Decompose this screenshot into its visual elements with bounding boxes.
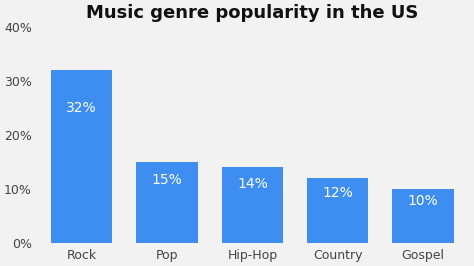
- Text: 15%: 15%: [152, 173, 182, 187]
- Text: 12%: 12%: [322, 186, 353, 200]
- Bar: [307, 178, 368, 243]
- Bar: [137, 162, 198, 243]
- Bar: [392, 189, 454, 243]
- Title: Music genre popularity in the US: Music genre popularity in the US: [86, 4, 419, 22]
- Text: 10%: 10%: [408, 194, 438, 208]
- Bar: [222, 167, 283, 243]
- Bar: [51, 70, 112, 243]
- Text: 14%: 14%: [237, 177, 268, 191]
- Text: 32%: 32%: [66, 101, 97, 115]
